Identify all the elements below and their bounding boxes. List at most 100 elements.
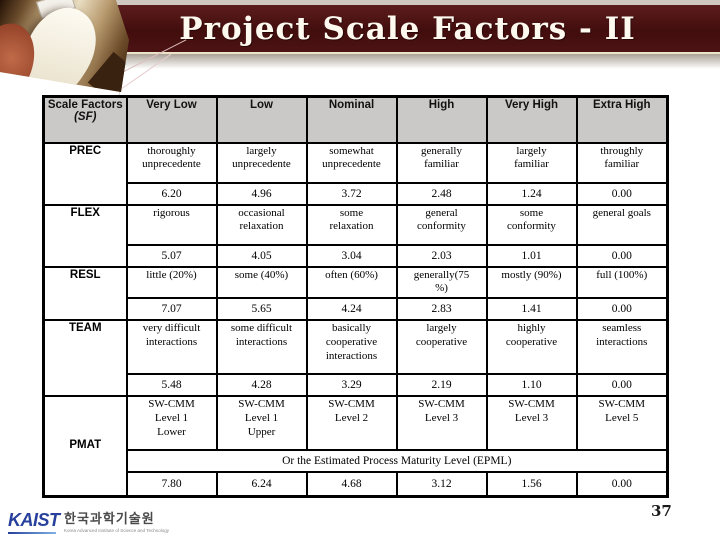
descriptor-cell: highly cooperative — [485, 319, 578, 375]
decorative-photo — [0, 0, 129, 92]
table-row: TEAM very difficult interactions some di… — [42, 319, 669, 397]
descriptor-cell: general goals — [575, 203, 669, 246]
descriptor-cell: occasional relaxation — [215, 203, 308, 246]
value-cell: 3.12 — [395, 471, 488, 497]
descriptor-cell: some (40%) — [215, 265, 308, 299]
value-cell: 5.48 — [125, 373, 218, 397]
value-cell: 0.00 — [575, 297, 669, 321]
value-cell: 0.00 — [575, 373, 669, 397]
descriptor-cell: little (20%) — [125, 265, 218, 299]
table-row: 7.07 5.65 4.24 2.83 1.41 0.00 — [44, 297, 669, 321]
table-header-row: Scale Factors (SF) Very Low Low Nominal … — [42, 95, 669, 144]
table-row: 6.20 4.96 3.72 2.48 1.24 0.00 — [44, 181, 669, 206]
value-cell: 0.00 — [575, 243, 669, 268]
value-cell: 1.41 — [485, 297, 578, 321]
table-row: PMAT SW-CMM Level 1 Lower SW-CMM Level 1… — [42, 395, 669, 497]
descriptor-cell: some difficult interactions — [215, 319, 308, 375]
header-very-high: Very High — [485, 95, 578, 144]
descriptor-cell: often (60%) — [305, 265, 398, 299]
header-sf-abbr: (SF) — [74, 111, 97, 123]
descriptor-cell: very difficult interactions — [125, 319, 218, 375]
descriptor-cell: SW-CMM Level 3 — [395, 395, 488, 451]
kaist-logo-swoosh — [8, 532, 56, 534]
page-title: Project Scale Factors - II — [179, 10, 636, 47]
value-cell: 3.04 — [305, 243, 398, 268]
factor-cell: RESL — [42, 265, 128, 321]
value-cell: 4.24 — [305, 297, 398, 321]
descriptor-cell: SW-CMM Level 3 — [485, 395, 578, 451]
value-cell: 4.96 — [215, 181, 308, 206]
value-cell: 1.56 — [485, 471, 578, 497]
descriptor-cell: general conformity — [395, 203, 488, 246]
value-cell: 0.00 — [575, 181, 669, 206]
header-scale-factors-label: Scale Factors — [47, 99, 123, 111]
descriptor-cell: somewhat unprecedente — [305, 141, 398, 184]
value-cell: 7.80 — [125, 471, 218, 497]
descriptor-cell: throughly familiar — [575, 141, 669, 184]
descriptor-cell: rigorous — [125, 203, 218, 246]
descriptor-cell: SW-CMM Level 5 — [575, 395, 669, 451]
header-low: Low — [215, 95, 308, 144]
epml-note-cell: Or the Estimated Process Maturity Level … — [125, 449, 669, 473]
table-row: 7.80 6.24 4.68 3.12 1.56 0.00 — [44, 471, 669, 497]
value-cell: 1.10 — [485, 373, 578, 397]
value-cell: 1.24 — [485, 181, 578, 206]
org-name-korean: 한국과학기술원 — [64, 511, 155, 526]
descriptor-cell: thoroughly unprecedente — [125, 141, 218, 184]
descriptor-cell: largely familiar — [485, 141, 578, 184]
descriptor-cell: mostly (90%) — [485, 265, 578, 299]
descriptor-cell: largely cooperative — [395, 319, 488, 375]
org-name-english: Korea Advanced Institute of Science and … — [64, 528, 169, 533]
value-cell: 2.19 — [395, 373, 488, 397]
value-cell: 3.72 — [305, 181, 398, 206]
factor-cell: TEAM — [42, 319, 128, 397]
table-row: FLEX rigorous occasional relaxation some… — [42, 203, 669, 268]
value-cell: 2.48 — [395, 181, 488, 206]
value-cell: 2.03 — [395, 243, 488, 268]
table-row: PREC thoroughly unprecedente largely unp… — [42, 141, 669, 206]
kaist-logo: KAIST — [8, 510, 60, 534]
value-cell: 1.01 — [485, 243, 578, 268]
factor-cell: PREC — [42, 141, 128, 206]
value-cell: 5.65 — [215, 297, 308, 321]
table-row: 5.07 4.05 3.04 2.03 1.01 0.00 — [44, 243, 669, 268]
value-cell: 4.05 — [215, 243, 308, 268]
header-extra-high: Extra High — [575, 95, 669, 144]
factor-cell: PMAT — [42, 395, 128, 497]
kaist-logo-text: KAIST — [8, 510, 60, 530]
header-high: High — [395, 95, 488, 144]
descriptor-cell: SW-CMM Level 1 Upper — [215, 395, 308, 451]
table-row: RESL little (20%) some (40%) often (60%)… — [42, 265, 669, 321]
header-scale-factors: Scale Factors (SF) — [42, 95, 128, 144]
title-band-shadow — [0, 54, 720, 69]
value-cell: 5.07 — [125, 243, 218, 268]
value-cell: 4.28 — [215, 373, 308, 397]
page-number: 37 — [651, 502, 672, 520]
value-cell: 6.20 — [125, 181, 218, 206]
descriptor-cell: generally(75 %) — [395, 265, 488, 299]
top-strip — [0, 0, 720, 5]
value-cell: 7.07 — [125, 297, 218, 321]
header-very-low: Very Low — [125, 95, 218, 144]
descriptor-cell: SW-CMM Level 2 — [305, 395, 398, 451]
descriptor-cell: some relaxation — [305, 203, 398, 246]
descriptor-cell: generally familiar — [395, 141, 488, 184]
table-row: 5.48 4.28 3.29 2.19 1.10 0.00 — [44, 373, 669, 397]
descriptor-cell: some conformity — [485, 203, 578, 246]
scale-factors-table: Scale Factors (SF) Very Low Low Nominal … — [42, 95, 669, 498]
value-cell: 3.29 — [305, 373, 398, 397]
factor-cell: FLEX — [42, 203, 128, 268]
descriptor-cell: basically cooperative interactions — [305, 319, 398, 375]
descriptor-cell: largely unprecedente — [215, 141, 308, 184]
value-cell: 6.24 — [215, 471, 308, 497]
header-nominal: Nominal — [305, 95, 398, 144]
table-row: Or the Estimated Process Maturity Level … — [44, 449, 669, 473]
value-cell: 2.83 — [395, 297, 488, 321]
org-name-block: 한국과학기술원 Korea Advanced Institute of Scie… — [64, 508, 169, 533]
value-cell: 4.68 — [305, 471, 398, 497]
value-cell: 0.00 — [575, 471, 669, 497]
descriptor-cell: full (100%) — [575, 265, 669, 299]
descriptor-cell: seamless interactions — [575, 319, 669, 375]
descriptor-cell: SW-CMM Level 1 Lower — [125, 395, 218, 451]
